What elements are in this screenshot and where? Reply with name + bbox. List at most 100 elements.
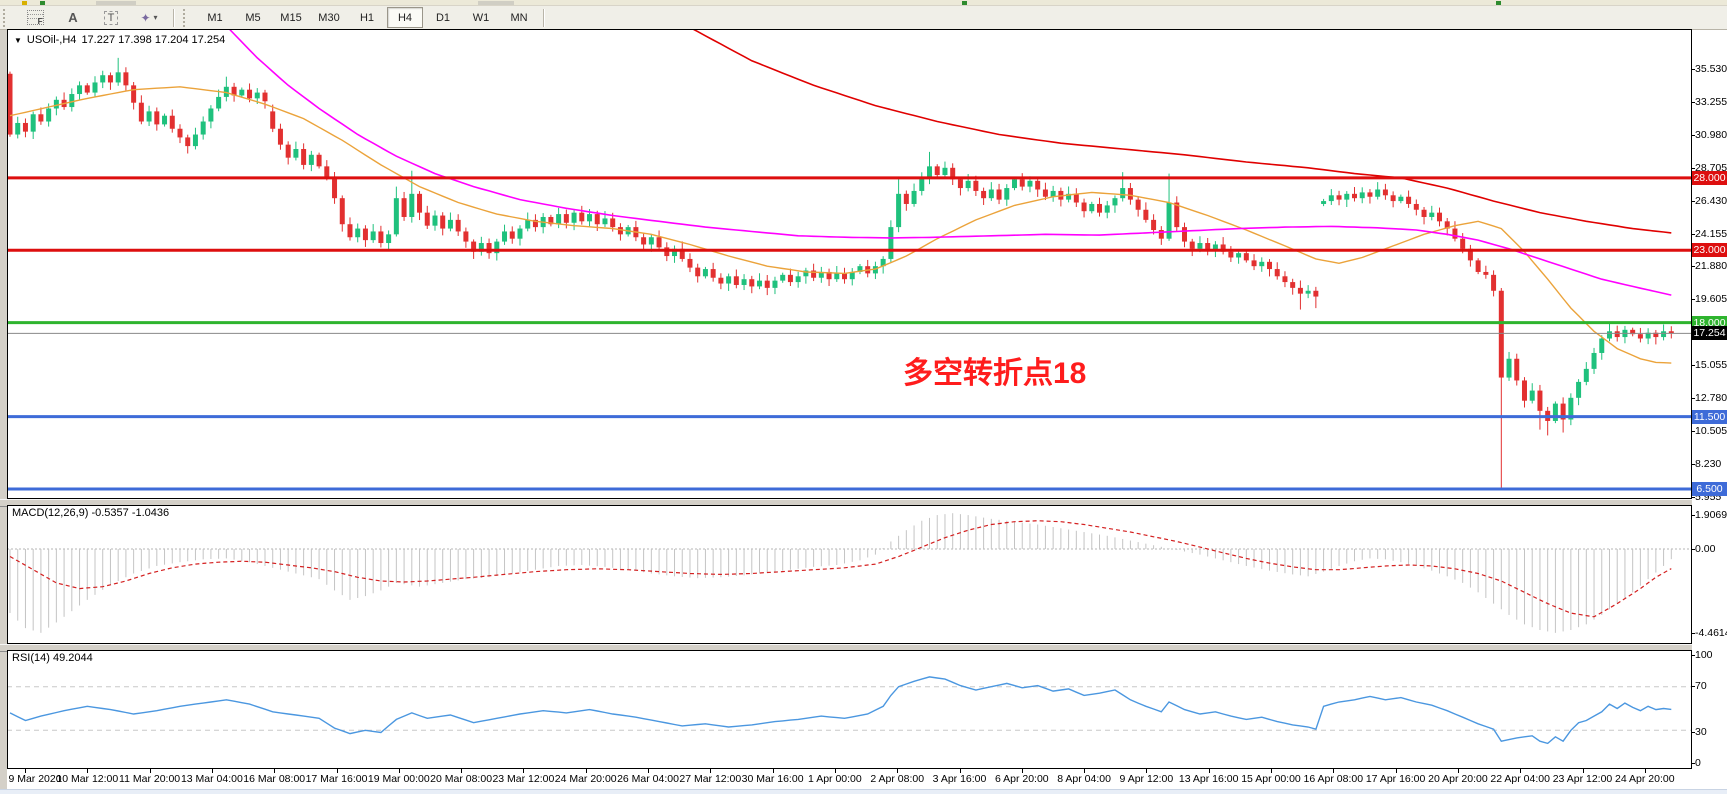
price-tick-label: 35.530 (1695, 63, 1727, 75)
price-tick-label: 28.705 (1695, 161, 1727, 174)
axis-tick (1692, 633, 1695, 634)
time-tick-label: 16 Apr 08:00 (1303, 773, 1364, 785)
clipped-icon (96, 1, 136, 5)
chart-symbol-label: USOil-,H4 (26, 34, 77, 46)
chart-annotation-text: 多空转折点18 (903, 357, 1087, 390)
label-tool-button[interactable]: T (93, 7, 129, 28)
timeframe-m1-button[interactable]: M1 (207, 11, 223, 24)
time-tick-label: 23 Apr 12:00 (1552, 773, 1613, 785)
time-axis[interactable]: 9 Mar 2020 10 Mar 12:00 11 Mar 20:00 13 Mar… (7, 769, 1692, 789)
chart-title: ▼ USOil-,H4 17.227 17.398 17.204 17.254 (14, 34, 225, 46)
rsi-pane[interactable] (7, 650, 1692, 769)
axis-tick (1692, 200, 1695, 202)
text-icon: A (68, 10, 78, 25)
price-tick-label: 26.430 (1695, 194, 1727, 207)
time-axis-tick (585, 769, 587, 773)
clipped-icon (1496, 1, 1501, 5)
time-tick-label: 23 Mar 12:00 (492, 773, 555, 785)
axis-tick (1692, 69, 1695, 70)
time-axis-tick (1271, 769, 1272, 773)
axis-tick (1692, 101, 1695, 103)
price-tick-label: 10.505 (1695, 425, 1727, 437)
timeframe-m30-button[interactable]: M30 (318, 11, 340, 24)
time-tick-label: 6 Apr 20:00 (994, 773, 1049, 785)
time-axis-tick (274, 769, 276, 773)
top-toolbar-clipped (0, 0, 1727, 6)
price-tick-label: 24.155 (1695, 227, 1727, 240)
time-axis-tick (87, 769, 89, 773)
time-axis-tick (959, 769, 961, 773)
chevron-down-icon: ▾ (153, 13, 158, 22)
time-axis-tick (336, 769, 338, 773)
time-tick-label: 2 Apr 08:00 (870, 773, 925, 785)
time-tick-label: 8 Apr 04:00 (1057, 773, 1111, 785)
axis-tick (1692, 686, 1695, 687)
arrows-tool-button[interactable]: ✦ ▾ (131, 7, 167, 28)
rsi-tick-label: 100 (1695, 649, 1713, 661)
price-axis[interactable]: 35.530 33.255 30.980 28.705 26.430 24.155 21.8… (1692, 30, 1727, 789)
time-tick-label: 9 Apr 12:00 (1119, 773, 1174, 785)
time-tick-label: 27 Mar 12:00 (679, 773, 742, 785)
timeframe-h4-button[interactable]: H4 (387, 7, 423, 28)
toolbar-grip[interactable] (3, 8, 12, 27)
time-axis-tick (398, 769, 400, 773)
symbol-dropdown-icon[interactable]: ▼ (14, 35, 22, 45)
macd-pane[interactable] (7, 505, 1692, 644)
toolbar-separator (543, 8, 545, 27)
time-axis-tick (25, 769, 26, 773)
timeframe-h1-button[interactable]: H1 (359, 11, 375, 24)
time-tick-label: 16 Mar 08:00 (243, 773, 306, 785)
price-level-badge: 6.500 (1692, 481, 1727, 496)
chart-toolbar: F A T ✦ ▾ M1 M5 M15 M30 H1 H4 D1 W1 MN (0, 6, 1727, 30)
status-strip (0, 789, 1727, 794)
arrows-icon: ✦ (140, 10, 151, 25)
time-tick-label: 26 Mar 04:00 (617, 773, 679, 785)
time-tick-label: 17 Mar 16:00 (305, 773, 368, 785)
toolbar-grip[interactable] (183, 8, 192, 27)
text-tool-button[interactable]: A (55, 7, 91, 28)
time-tick-label: 11 Mar 20:00 (119, 773, 181, 785)
timeframe-mn-button[interactable]: MN (510, 11, 528, 24)
price-tick-label: 30.980 (1695, 128, 1727, 141)
time-axis-tick (523, 769, 525, 773)
time-tick-label: 10 Mar 12:00 (56, 773, 119, 785)
macd-tick-label: -4.4614 (1695, 627, 1727, 639)
time-axis-tick (1520, 769, 1522, 773)
timeframe-m5-button[interactable]: M5 (245, 11, 261, 24)
rsi-tick-label: 70 (1695, 680, 1707, 692)
price-level-badge: 17.254 (1692, 326, 1727, 341)
price-chart-canvas (7, 29, 1692, 499)
time-axis-tick (461, 769, 463, 773)
time-axis-tick (772, 769, 774, 773)
clipped-icon (478, 1, 514, 5)
time-axis-tick (834, 769, 836, 773)
axis-tick (1692, 549, 1695, 550)
time-tick-label: 13 Mar 04:00 (180, 773, 243, 785)
axis-tick (1692, 732, 1695, 733)
timeframe-m15-button[interactable]: M15 (280, 11, 302, 24)
price-level-badge: 11.500 (1692, 409, 1727, 424)
time-tick-label: 24 Apr 20:00 (1615, 773, 1675, 785)
time-tick-label: 20 Mar 08:00 (430, 773, 493, 785)
price-tick-label: 15.055 (1695, 359, 1727, 372)
timeframe-w1-button[interactable]: W1 (472, 11, 490, 24)
time-tick-label: 17 Apr 16:00 (1365, 773, 1426, 785)
axis-tick (1692, 763, 1695, 764)
time-tick-label: 19 Mar 00:00 (367, 773, 430, 785)
time-axis-tick (648, 769, 649, 773)
time-tick-label: 15 Apr 00:00 (1241, 773, 1301, 785)
timeframe-d1-button[interactable]: D1 (435, 11, 451, 24)
axis-tick (1692, 496, 1695, 498)
price-tick-label: 19.605 (1695, 293, 1727, 306)
time-axis-tick (897, 769, 899, 773)
price-tick-label: 12.780 (1695, 392, 1727, 405)
fibonacci-tool-button[interactable]: F (17, 7, 53, 28)
macd-tick-label: 0.00 (1695, 543, 1716, 555)
time-tick-label: 20 Apr 20:00 (1428, 773, 1488, 785)
price-tick-label: 33.255 (1695, 95, 1727, 108)
rsi-canvas (7, 650, 1692, 769)
rsi-tick-label: 0 (1695, 757, 1701, 769)
price-chart-pane[interactable] (7, 29, 1692, 499)
time-tick-label: 30 Mar 16:00 (741, 773, 804, 785)
